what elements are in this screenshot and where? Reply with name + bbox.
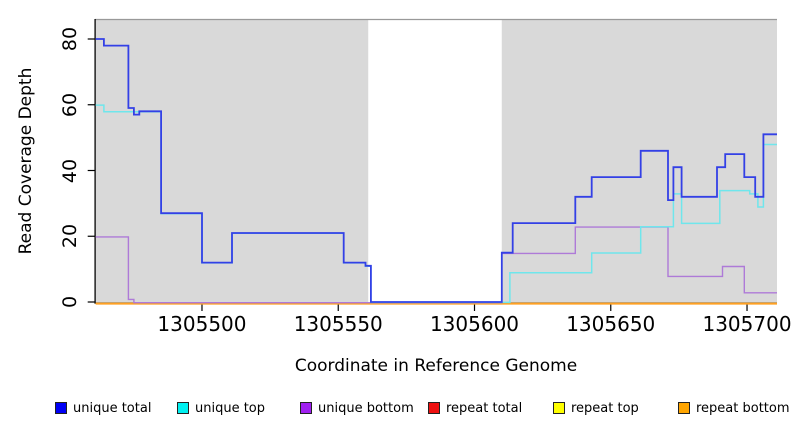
y-tick-label: 60 [59,92,81,117]
legend-item-unique-top: unique top [177,400,265,416]
y-axis-title: Read Coverage Depth [16,67,36,255]
legend-label: repeat top [571,400,639,416]
legend-label: repeat total [446,400,523,416]
legend-item-unique-bottom: unique bottom [300,400,414,416]
series-line-unique-total [95,38,777,303]
legend-item-repeat-total: repeat total [428,400,522,416]
x-tick-label: 1305650 [566,312,656,336]
legend-label: unique top [195,400,266,416]
series-line-unique-bottom [95,226,777,304]
legend-item-repeat-top: repeat top [553,400,639,416]
legend-swatch-icon [428,402,440,414]
legend-swatch-icon [55,402,67,414]
legend-item-repeat-bottom: repeat bottom [678,400,790,416]
legend-item-unique-total: unique total [55,400,151,416]
legend-swatch-icon [678,402,690,414]
x-tick-label: 1305550 [293,312,383,336]
legend-label: repeat bottom [696,400,790,416]
x-tick-label: 1305500 [157,312,247,336]
x-tick-label: 1305600 [429,312,520,336]
x-tick-label: 1305700 [702,312,792,336]
x-axis-title: Coordinate in Reference Genome [294,356,578,376]
shaded-repeat-region [501,20,777,304]
y-tick-label: 80 [59,26,81,52]
legend-label: unique total [73,400,152,416]
legend-swatch-icon [553,402,565,414]
legend-label: unique bottom [318,400,414,416]
legend-swatch-icon [300,402,312,414]
y-tick-label: 0 [59,295,81,309]
y-tick-label: 40 [59,158,81,183]
y-tick-label: 20 [59,224,81,249]
legend-swatch-icon [177,402,189,414]
